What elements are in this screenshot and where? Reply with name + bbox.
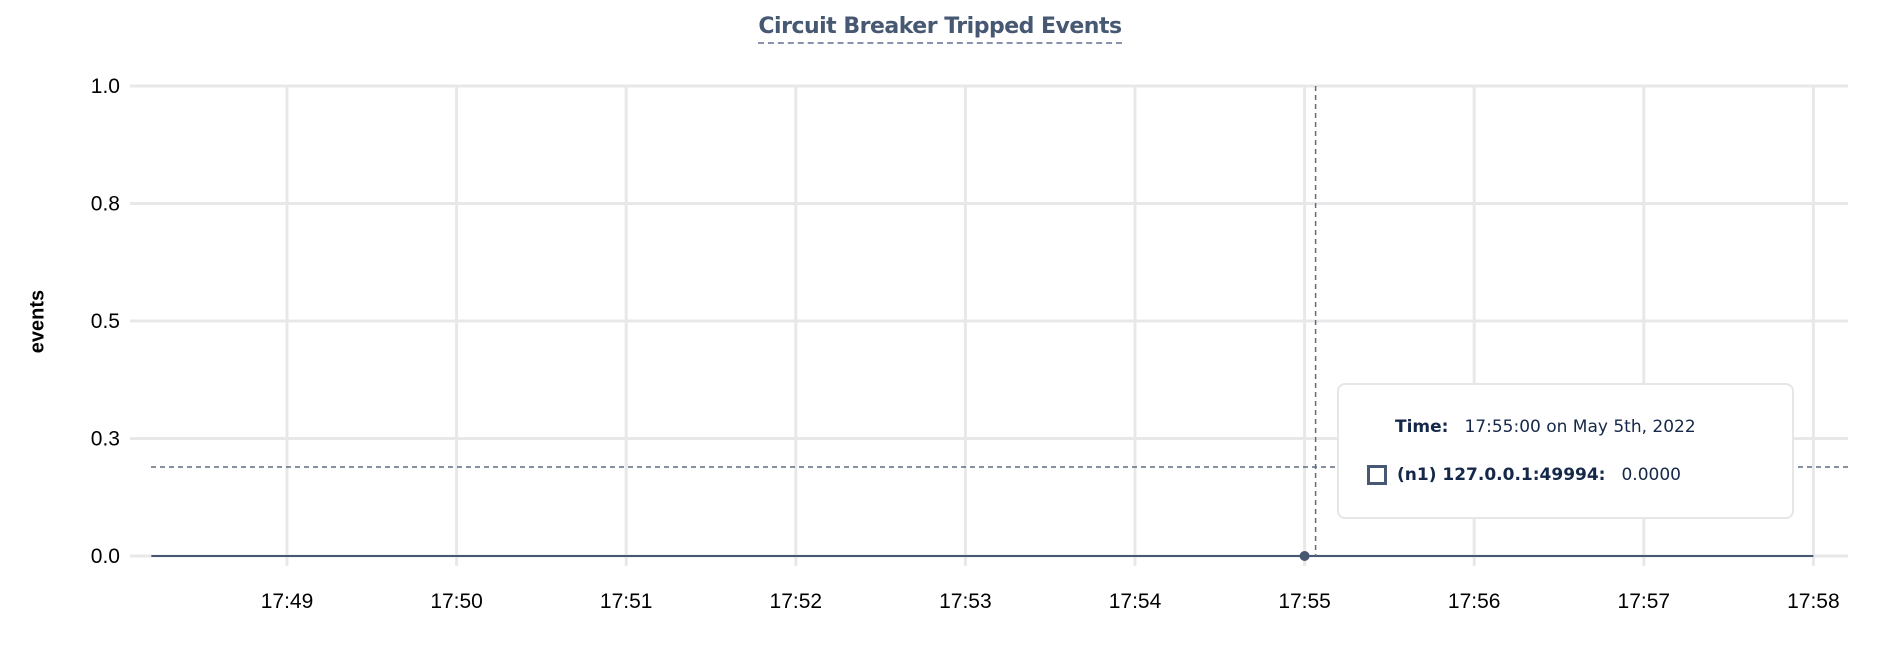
x-tick-label: 17:54 [1109, 590, 1162, 613]
tooltip-series-value: 0.0000 [1621, 465, 1681, 485]
chart-title[interactable]: Circuit Breaker Tripped Events [758, 14, 1122, 44]
y-tick-label: 1.0 [91, 75, 120, 98]
hover-point [1299, 551, 1310, 561]
x-tick-label: 17:51 [600, 590, 653, 613]
tooltip-time-row: Time: 17:55:00 on May 5th, 2022 [1395, 417, 1696, 437]
y-tick-label: 0.0 [91, 545, 120, 568]
chart-title-wrap: Circuit Breaker Tripped Events [0, 14, 1880, 44]
x-tick-label: 17:56 [1448, 590, 1501, 613]
y-tick-label: 0.5 [91, 310, 120, 333]
x-tick-label: 17:58 [1787, 590, 1840, 613]
x-tick-label: 17:50 [430, 590, 483, 613]
x-tick-label: 17:57 [1618, 590, 1671, 613]
tooltip-series-label: (n1) 127.0.0.1:49994: [1397, 465, 1606, 485]
series-swatch-icon [1367, 465, 1387, 485]
x-tick-label: 17:55 [1278, 590, 1331, 613]
x-tick-label: 17:49 [261, 590, 314, 613]
tooltip-time-label: Time: [1395, 417, 1449, 437]
tooltip: Time: 17:55:00 on May 5th, 2022 (n1) 127.… [1337, 383, 1794, 519]
x-tick-label: 17:53 [939, 590, 992, 613]
y-tick-label: 0.8 [91, 193, 120, 216]
tooltip-time-value: 17:55:00 on May 5th, 2022 [1464, 417, 1696, 437]
tooltip-series-row: (n1) 127.0.0.1:49994: 0.0000 [1367, 465, 1681, 485]
y-tick-label: 0.3 [91, 428, 120, 451]
x-tick-label: 17:52 [770, 590, 823, 613]
